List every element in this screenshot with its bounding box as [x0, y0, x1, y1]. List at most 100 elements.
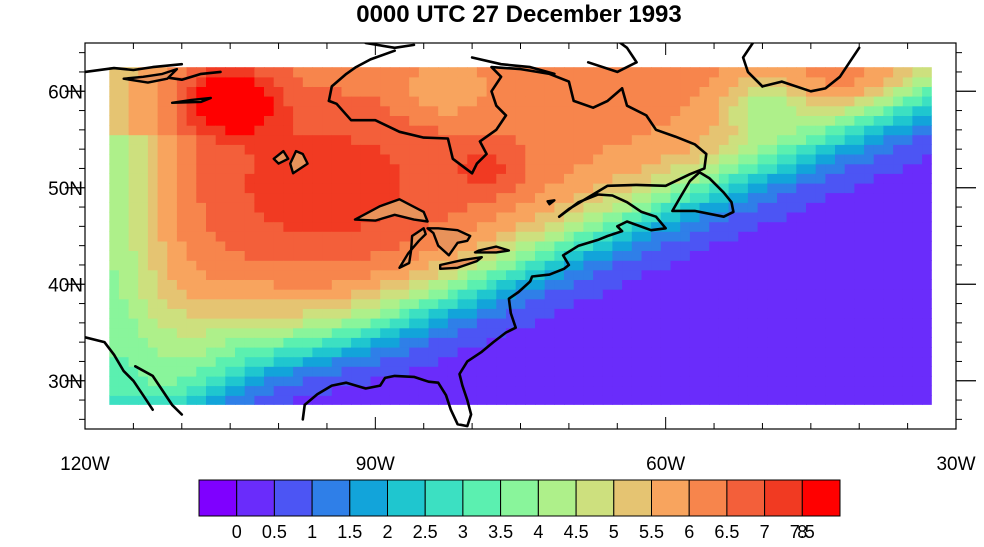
field-cell — [757, 279, 768, 290]
field-cell — [825, 385, 836, 396]
field-cell — [506, 269, 517, 280]
field-cell — [380, 144, 391, 155]
field-cell — [457, 154, 468, 165]
field-cell — [302, 318, 314, 329]
field-cell — [651, 279, 662, 290]
colorbar-box — [726, 479, 766, 517]
field-cell — [438, 327, 449, 338]
field-cell — [467, 163, 478, 174]
field-cell — [254, 366, 265, 377]
field-cell — [593, 76, 604, 87]
field-cell — [893, 67, 904, 78]
field-cell — [738, 366, 749, 377]
field-cell — [225, 337, 236, 348]
field-cell — [709, 76, 720, 87]
field-cell — [747, 231, 759, 242]
field-cell — [157, 269, 168, 280]
field-cell — [728, 375, 739, 387]
field-cell — [709, 385, 720, 396]
field-cell — [815, 298, 826, 309]
field-cell — [854, 163, 865, 174]
field-cell — [535, 279, 546, 290]
field-cell — [196, 67, 207, 78]
field-cell — [660, 327, 672, 338]
field-cell — [738, 76, 749, 87]
field-cell — [883, 337, 894, 348]
field-cell — [206, 221, 217, 232]
field-cell — [360, 163, 372, 174]
field-cell — [747, 260, 759, 271]
field-cell — [215, 260, 226, 271]
field-cell — [622, 202, 633, 213]
field-cell — [767, 154, 778, 165]
field-cell — [244, 221, 255, 232]
field-cell — [399, 375, 410, 387]
field-cell — [467, 327, 478, 338]
field-cell — [709, 144, 720, 155]
field-cell — [457, 327, 468, 338]
field-cell — [699, 173, 710, 184]
field-cell — [428, 318, 439, 329]
field-cell — [912, 144, 923, 155]
field-cell — [680, 154, 691, 165]
field-cell — [254, 67, 265, 78]
field-cell — [486, 163, 497, 174]
field-cell — [515, 269, 526, 280]
field-cell — [854, 375, 865, 387]
field-cell — [244, 115, 255, 126]
field-cell — [709, 96, 720, 107]
field-cell — [660, 375, 672, 387]
field-cell — [622, 221, 633, 232]
field-cell — [389, 260, 401, 271]
field-cell — [389, 134, 401, 145]
field-cell — [835, 125, 846, 136]
field-cell — [912, 240, 923, 251]
field-cell — [680, 279, 691, 290]
field-cell — [206, 76, 217, 87]
field-cell — [215, 231, 226, 242]
field-cell — [341, 192, 352, 203]
field-cell — [738, 125, 749, 136]
field-cell — [302, 76, 314, 87]
field-cell — [631, 327, 643, 338]
field-cell — [844, 173, 855, 184]
field-cell — [273, 182, 284, 194]
field-cell — [515, 298, 526, 309]
field-cell — [602, 86, 614, 97]
field-cell — [331, 86, 343, 97]
field-cell — [544, 182, 555, 194]
field-cell — [554, 308, 565, 319]
field-cell — [293, 395, 304, 405]
field-cell — [206, 163, 217, 174]
field-cell — [322, 182, 333, 194]
field-cell — [496, 279, 507, 290]
field-cell — [138, 318, 149, 329]
field-cell — [573, 231, 584, 242]
field-cell — [147, 96, 159, 107]
field-cell — [457, 76, 468, 87]
field-cell — [767, 182, 778, 194]
field-cell — [796, 231, 807, 242]
field-cell — [883, 308, 894, 319]
field-cell — [883, 115, 894, 126]
field-cell — [544, 347, 555, 358]
field-cell — [302, 269, 314, 280]
field-cell — [902, 318, 914, 329]
field-cell — [806, 115, 817, 126]
field-cell — [825, 356, 836, 367]
field-cell — [844, 240, 855, 251]
field-cell — [815, 125, 826, 136]
field-cell — [912, 327, 923, 338]
colorbar-label: 7.5 — [790, 522, 815, 542]
field-cell — [786, 173, 797, 184]
field-cell — [680, 318, 691, 329]
field-cell — [341, 337, 352, 348]
field-cell — [264, 163, 275, 174]
field-cell — [399, 347, 410, 358]
field-cell — [341, 144, 352, 155]
field-cell — [418, 298, 430, 309]
field-cell — [322, 202, 333, 213]
field-cell — [602, 211, 614, 223]
field-cell — [147, 356, 159, 367]
field-cell — [689, 154, 701, 165]
